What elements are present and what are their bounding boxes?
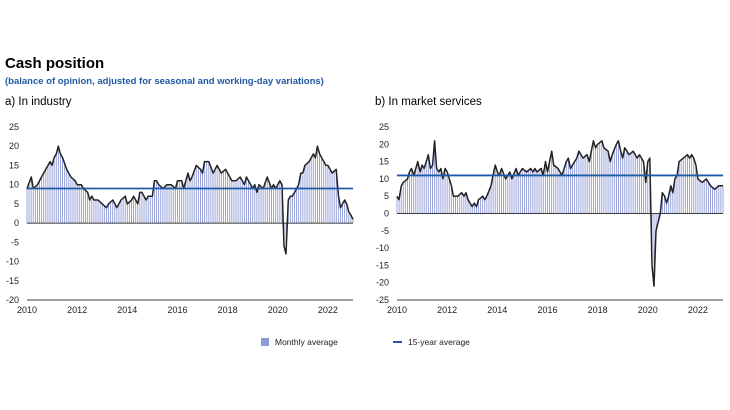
industry-series-line [26,145,354,255]
services-y-tick-label: 5 [384,191,389,201]
services-y-tick-label: -5 [381,226,389,236]
services-y-tick-label: 10 [379,174,389,184]
industry-x-tick-label: 2014 [117,305,137,315]
industry-x-tick-label: 2010 [17,305,37,315]
page-subtitle: (balance of opinion, adjusted for season… [5,76,324,87]
services-x-tick-label: 2016 [537,305,557,315]
monthly-average-swatch [261,338,269,346]
services-y-tick-label: -20 [376,278,389,288]
panel-title-services: b) In market services [375,96,482,108]
industry-y-tick-label: -15 [6,276,19,286]
industry-x-tick-label: 2012 [67,305,87,315]
page-title: Cash position [5,55,105,72]
legend-monthly-average-label: Monthly average [275,337,338,347]
services-x-tick-label: 2022 [688,305,708,315]
services-y-tick-label: -25 [376,295,389,305]
industry-y-tick-label: 10 [9,180,19,190]
services-series-line [396,140,723,287]
industry-x-tick-label: 2016 [167,305,187,315]
services-x-tick-label: 2014 [487,305,507,315]
panel-title-industry: a) In industry [5,96,72,108]
services-y-tick-label: 25 [379,122,389,132]
industry-y-tick-label: 20 [9,141,19,151]
industry-x-tick-label: 2020 [268,305,288,315]
industry-y-tick-label: 0 [14,218,19,228]
industry-y-tick-label: 25 [9,122,19,132]
industry-x-tick-label: 2018 [218,305,238,315]
services-x-tick-label: 2012 [437,305,457,315]
services-y-tick-label: -15 [376,260,389,270]
services-y-tick-label: 15 [379,157,389,167]
legend-monthly-average: Monthly average [261,337,338,347]
legend-15-year-average: 15-year average [393,337,470,347]
services-x-tick-label: 2020 [638,305,658,315]
industry-y-tick-label: 5 [14,199,19,209]
services-y-tick-label: 0 [384,209,389,219]
industry-y-tick-label: -10 [6,257,19,267]
industry-y-tick-label: -20 [6,295,19,305]
services-y-tick-label: -10 [376,243,389,253]
industry-y-tick-label: -5 [11,237,19,247]
average-line-swatch [393,341,402,343]
services-x-tick-label: 2018 [588,305,608,315]
industry-x-tick-label: 2022 [318,305,338,315]
legend-15-year-average-label: 15-year average [408,337,470,347]
services-x-tick-label: 2010 [387,305,407,315]
services-y-tick-label: 20 [379,139,389,149]
industry-y-tick-label: 15 [9,160,19,170]
